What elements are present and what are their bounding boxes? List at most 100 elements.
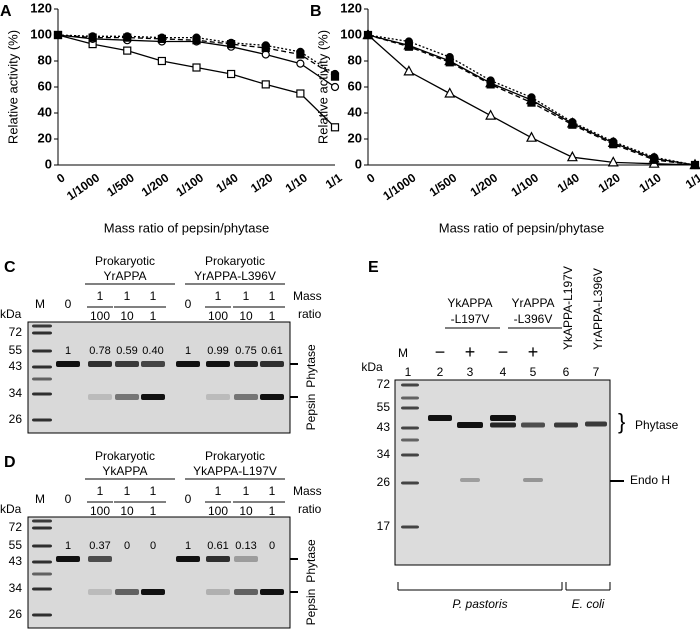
panel-letter: E [368, 259, 379, 276]
y-tick-label: 0 [45, 156, 52, 171]
label: 1 [215, 289, 222, 303]
marker [227, 69, 236, 79]
label: YkAPPA [102, 464, 147, 478]
band [260, 394, 284, 400]
band [206, 589, 230, 595]
label: 100 [208, 309, 228, 323]
label: Endo H [630, 473, 670, 487]
marker [486, 80, 495, 89]
label: M [35, 297, 45, 311]
marker [444, 87, 456, 98]
marker [53, 30, 63, 40]
band [32, 331, 52, 335]
label: 0.37 [89, 540, 110, 552]
marker [330, 123, 340, 132]
label: 43 [377, 420, 391, 434]
band [32, 365, 52, 369]
label: Prokaryotic [95, 254, 155, 268]
label: YrAPPA-L396V [591, 268, 605, 350]
band [141, 361, 165, 367]
panel-letter: A [0, 3, 12, 20]
band [32, 418, 52, 422]
gel [394, 379, 611, 566]
marker [227, 39, 236, 49]
band [88, 361, 112, 367]
label: 10 [239, 309, 253, 323]
label: 1 [269, 289, 276, 303]
x-tick-label: 1/100 [508, 170, 541, 199]
label: 0 [185, 492, 192, 506]
marker [607, 156, 619, 167]
label: 10 [120, 309, 134, 323]
label: Mass [293, 289, 322, 303]
band [523, 478, 543, 482]
label: 72 [9, 520, 23, 534]
label: 1 [65, 345, 71, 357]
label: YkAPPA [447, 296, 492, 310]
label: 7 [593, 365, 600, 379]
label: 72 [377, 377, 391, 391]
marker [330, 72, 340, 81]
y-axis-title: Relative activity (%) [5, 30, 20, 144]
label: 4 [500, 365, 507, 379]
x-tick-label: 1/40 [555, 170, 582, 195]
label: 3 [467, 365, 474, 379]
label: 43 [9, 554, 23, 568]
label: 2 [437, 365, 444, 379]
label: 0 [185, 297, 192, 311]
x-tick-label: 1/1000 [64, 170, 102, 203]
label: 0 [124, 540, 130, 552]
label: 1 [243, 484, 250, 498]
band [206, 394, 230, 400]
label: 0.61 [261, 345, 282, 357]
y-tick-label: 40 [38, 104, 52, 119]
label: 34 [9, 386, 23, 400]
x-axis-title: Mass ratio of pepsin/phytase [104, 220, 269, 235]
marker [192, 63, 201, 72]
label: 1 [97, 289, 104, 303]
x-tick-label: 1/20 [596, 170, 623, 195]
y-tick-label: 100 [340, 26, 362, 41]
marker [526, 131, 537, 142]
x-tick-label: 1/1 [683, 170, 700, 191]
label: 26 [377, 475, 391, 489]
marker [261, 43, 270, 53]
x-tick-label: 1/10 [637, 170, 664, 195]
x-tick-label: 1/1000 [380, 170, 418, 203]
band [234, 589, 258, 595]
gel [27, 516, 291, 629]
label: 10 [239, 504, 253, 518]
label: ratio [298, 307, 322, 321]
band [457, 422, 483, 428]
band [176, 556, 200, 562]
band [401, 426, 419, 430]
band [554, 422, 578, 428]
marker [363, 30, 373, 40]
panel-letter: C [4, 259, 16, 276]
band [401, 406, 419, 410]
marker [485, 109, 497, 120]
label: YkAPPA-L197V [193, 464, 277, 478]
label: 1 [150, 289, 157, 303]
y-tick-label: 40 [348, 104, 362, 119]
band [401, 438, 419, 442]
label: 0.99 [207, 345, 228, 357]
band [32, 572, 52, 576]
band [176, 361, 200, 367]
label: 0.13 [235, 540, 256, 552]
label: M [35, 492, 45, 506]
band [32, 519, 52, 523]
label: Mass [293, 484, 322, 498]
label: kDa [361, 360, 383, 374]
band [32, 324, 52, 328]
marker [445, 58, 454, 67]
band [401, 453, 419, 457]
y-tick-label: 60 [348, 78, 362, 93]
label: − [498, 342, 509, 362]
band [490, 422, 516, 428]
band [88, 394, 112, 400]
marker [123, 46, 132, 55]
label: 1 [124, 289, 131, 303]
